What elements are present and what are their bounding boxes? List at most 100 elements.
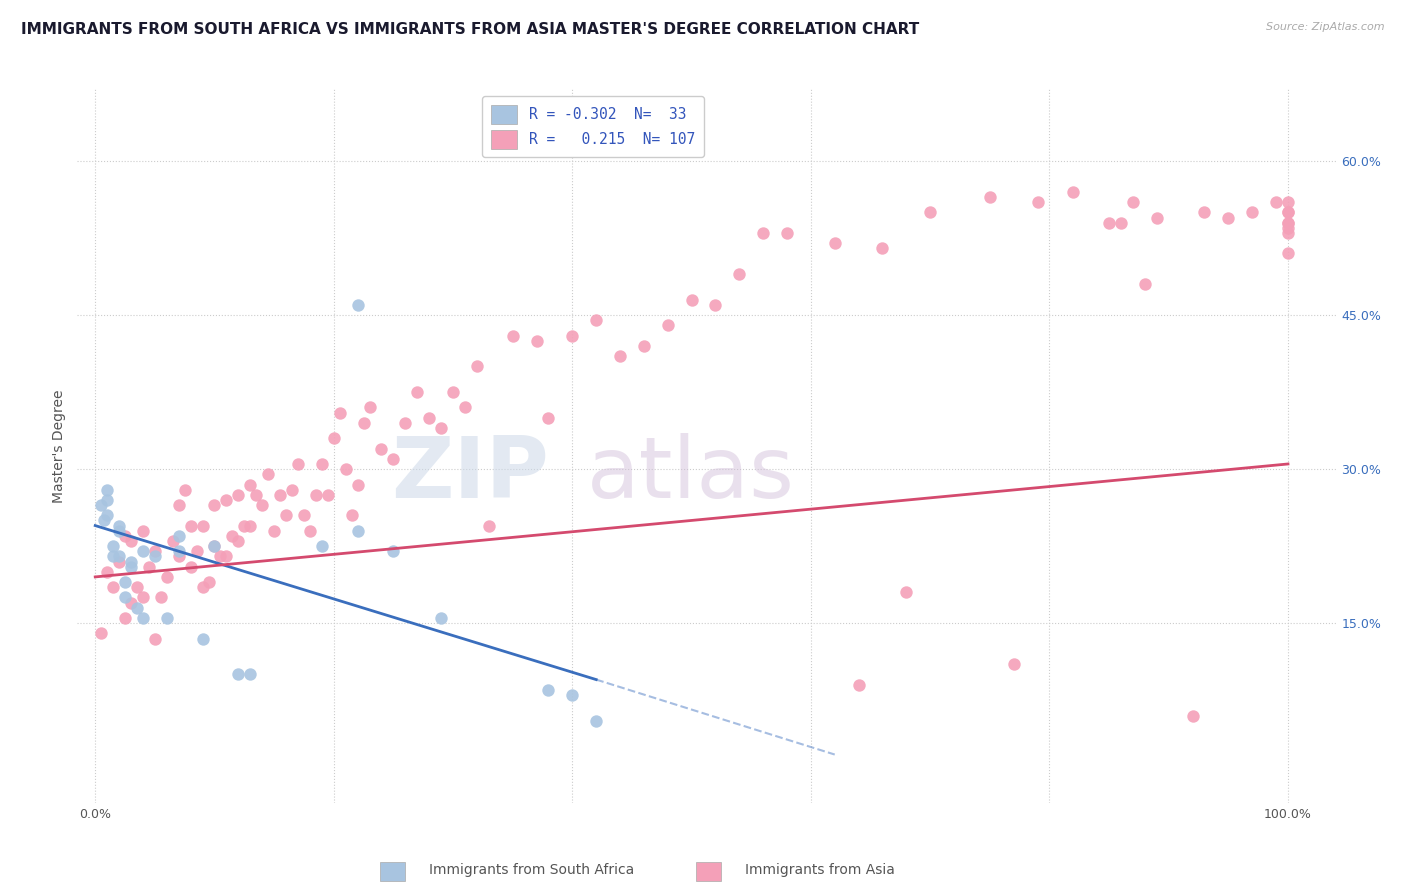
Point [114,575,136,590]
Point [382,451,405,466]
Point [316,488,339,502]
Point [353,416,375,430]
Point [1109,216,1132,230]
Point [1277,226,1299,240]
Point [585,714,607,728]
Point [173,483,195,497]
Point [465,359,488,374]
Point [370,442,392,456]
Text: Immigrants from South Africa: Immigrants from South Africa [429,863,634,877]
Point [441,385,464,400]
Point [96,483,118,497]
Point [245,488,267,502]
Point [132,544,155,558]
Point [96,492,118,507]
Point [156,570,179,584]
Point [114,611,136,625]
Point [197,575,219,590]
Point [526,334,548,348]
Point [311,539,333,553]
Point [1133,277,1156,292]
Point [1277,220,1299,235]
Point [340,508,363,523]
Point [1277,195,1299,210]
Point [138,559,160,574]
Point [298,524,321,538]
Point [108,524,131,538]
Point [120,559,142,574]
Point [108,554,131,568]
Point [322,431,344,445]
Point [215,492,238,507]
Point [167,498,190,512]
Point [239,667,262,681]
Point [209,549,232,564]
Point [191,580,214,594]
Point [1181,708,1204,723]
Point [93,513,115,527]
Point [406,385,429,400]
Point [143,549,166,564]
Point [329,406,352,420]
Point [1277,216,1299,230]
Point [1122,195,1144,210]
Point [239,477,262,491]
Point [418,410,440,425]
Point [1277,246,1299,260]
Text: IMMIGRANTS FROM SOUTH AFRICA VS IMMIGRANTS FROM ASIA MASTER'S DEGREE CORRELATION: IMMIGRANTS FROM SOUTH AFRICA VS IMMIGRAN… [21,22,920,37]
Point [292,508,315,523]
Point [108,549,131,564]
Point [478,518,501,533]
Text: Source: ZipAtlas.com: Source: ZipAtlas.com [1267,22,1385,32]
Point [824,236,846,251]
Text: Immigrants from Asia: Immigrants from Asia [745,863,896,877]
Point [228,533,250,548]
Point [101,549,124,564]
Point [561,688,583,702]
Point [191,632,214,646]
Point [228,667,250,681]
Point [149,591,172,605]
Point [167,529,190,543]
Point [143,544,166,558]
Legend: R = -0.302  N=  33, R =   0.215  N= 107: R = -0.302 N= 33, R = 0.215 N= 107 [482,96,704,157]
Point [311,457,333,471]
Point [585,313,607,327]
Point [233,518,256,533]
Point [114,591,136,605]
Point [359,401,381,415]
Point [1194,205,1216,219]
Point [346,477,368,491]
Point [281,483,304,497]
Point [920,205,942,219]
Point [1277,205,1299,219]
Y-axis label: Master's Degree: Master's Degree [52,389,66,503]
Point [502,328,524,343]
Point [96,565,118,579]
Point [90,498,112,512]
Point [204,539,226,553]
Point [257,467,280,482]
Point [156,611,179,625]
Point [215,549,238,564]
Point [633,339,655,353]
Text: ZIP: ZIP [391,433,550,516]
Point [1241,205,1264,219]
Point [204,498,226,512]
Point [180,518,202,533]
Point [1146,211,1168,225]
Point [1002,657,1025,672]
Point [90,626,112,640]
Point [269,488,291,502]
Point [1098,216,1121,230]
Point [1277,216,1299,230]
Point [1062,185,1084,199]
Point [287,457,309,471]
Point [305,488,328,502]
Point [1218,211,1240,225]
Point [454,401,477,415]
Point [346,298,368,312]
Point [96,508,118,523]
Point [228,488,250,502]
Point [657,318,679,333]
